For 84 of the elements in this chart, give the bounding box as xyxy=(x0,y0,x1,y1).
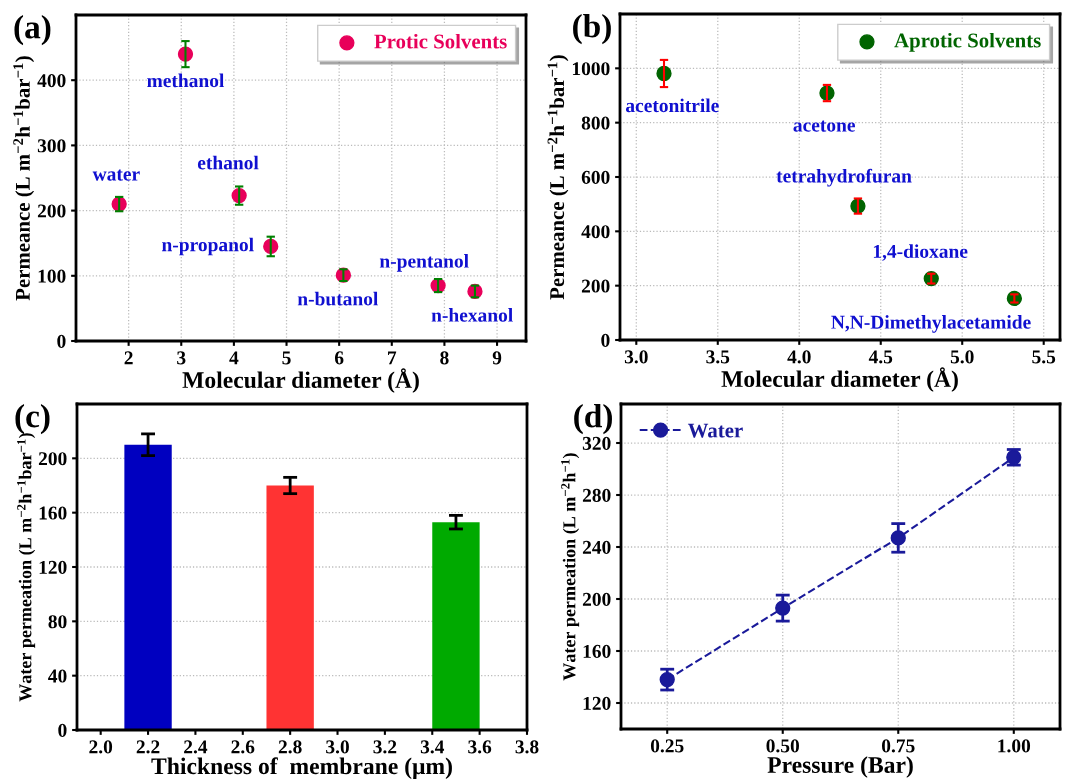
y-tick-label: 280 xyxy=(582,488,611,502)
x-tick-label: 2.2 xyxy=(136,740,160,754)
x-tick-label: 4 xyxy=(229,351,239,365)
y-axis-title: Permeance (L m$^{−2}$h$^{−1}$bar$^{−1}$) xyxy=(13,56,35,301)
y-tick-label: 0 xyxy=(58,723,67,737)
x-tick-label: 3.8 xyxy=(515,740,539,754)
x-tick-label: 3.0 xyxy=(326,740,349,754)
y-tick-label: 400 xyxy=(581,225,610,239)
y-tick-label: 600 xyxy=(581,170,610,184)
x-tick-label: 3.0 xyxy=(624,350,648,364)
x-tick-label: 2.6 xyxy=(231,740,255,754)
legend-label: Protic Solvents xyxy=(374,33,507,49)
y-tick-label: 0 xyxy=(601,333,610,347)
y-tick-label: 80 xyxy=(48,615,67,629)
annotation: n-propanol xyxy=(162,237,254,256)
annotation: 1,4-dioxane xyxy=(873,244,968,261)
point xyxy=(775,600,791,616)
x-tick-label: 1.00 xyxy=(998,739,1031,753)
x-tick-label: 5.5 xyxy=(1032,350,1056,364)
x-tick-label: 4.5 xyxy=(868,350,893,364)
y-tick-label: 320 xyxy=(582,436,611,450)
bar xyxy=(266,485,314,730)
y-tick-label: 1000 xyxy=(572,62,610,76)
annotation: acetonitrile xyxy=(625,98,719,113)
x-tick-label: 9 xyxy=(492,351,502,365)
x-tick-label: 5 xyxy=(282,351,291,365)
y-axis-title: Water permeation (L m$^{−2}$h$^{−1}$) xyxy=(561,453,580,681)
x-axis-title: Pressure (Bar) xyxy=(767,756,913,778)
y-tick-label: 120 xyxy=(39,560,67,574)
text: (c) xyxy=(15,404,50,435)
annotation: n-butanol xyxy=(297,291,379,306)
annotation: water xyxy=(92,169,140,181)
text: (a) xyxy=(14,15,51,46)
x-tick-label: 3.2 xyxy=(373,740,397,754)
x-tick-label: 2.8 xyxy=(278,740,302,754)
y-axis-title: Permeance (L m$^{−2}$h$^{−1}$bar$^{−1}$) xyxy=(547,55,569,300)
annotation: ethanol xyxy=(197,155,259,170)
x-tick-label: 3.6 xyxy=(468,740,492,754)
y-tick-label: 160 xyxy=(39,506,67,520)
x-axis-title: Thickness of membrane (μm) xyxy=(151,757,452,780)
x-tick-label: 3.4 xyxy=(420,740,445,754)
x-tick-label: 2.0 xyxy=(89,740,113,754)
y-tick-label: 200 xyxy=(38,452,67,466)
bar xyxy=(432,522,480,730)
y-tick-label: 300 xyxy=(37,139,66,153)
y-tick-label: 120 xyxy=(583,696,611,710)
x-tick-label: 6 xyxy=(334,351,344,365)
annotation: methanol xyxy=(147,73,225,88)
point xyxy=(659,671,675,688)
annotation: n-pentanol xyxy=(379,254,469,272)
y-tick-label: 200 xyxy=(581,279,610,293)
y-tick-label: 0 xyxy=(57,334,66,348)
x-tick-label: 8 xyxy=(440,351,449,365)
y-tick-label: 160 xyxy=(583,644,611,658)
x-tick-label: 2.4 xyxy=(184,740,208,754)
y-tick-label: 800 xyxy=(581,116,610,130)
y-tick-label: 40 xyxy=(48,669,67,683)
x-tick-label: 0.25 xyxy=(650,739,684,753)
annotation: n-hexanol xyxy=(431,308,513,322)
x-axis-title: Molecular diameter (Å) xyxy=(182,368,419,393)
bar xyxy=(124,444,172,730)
x-tick-label: 0.50 xyxy=(766,739,800,753)
y-axis-title: Water permeation (L m$^{−2}$h$^{−1}$bar$^{−1}$) xyxy=(17,433,36,702)
y-tick-label: 400 xyxy=(37,74,66,88)
x-tick-label: 3.5 xyxy=(706,350,730,364)
x-tick-label: 5.0 xyxy=(950,350,974,364)
x-tick-label: 4.0 xyxy=(787,350,811,364)
annotation: tetrahydrofuran xyxy=(776,168,912,187)
y-tick-label: 200 xyxy=(582,592,611,606)
x-tick-label: 3 xyxy=(177,351,186,365)
y-tick-label: 200 xyxy=(37,204,66,218)
y-tick-label: 100 xyxy=(38,269,66,283)
x-tick-label: 7 xyxy=(388,351,397,365)
text: (b) xyxy=(573,14,611,45)
legend-label: Water xyxy=(687,423,743,438)
x-tick-label: 2 xyxy=(124,351,133,365)
x-axis-title: Molecular diameter (Å) xyxy=(721,367,958,392)
text: (d) xyxy=(574,404,612,435)
x-tick-label: 0.75 xyxy=(881,739,915,753)
y-tick-label: 240 xyxy=(582,540,611,554)
annotation: acetone xyxy=(793,120,855,132)
legend-label: Aprotic Solvents xyxy=(894,32,1041,52)
annotation: N,N-Dimethylacetamide xyxy=(831,315,1031,333)
point xyxy=(890,530,906,546)
